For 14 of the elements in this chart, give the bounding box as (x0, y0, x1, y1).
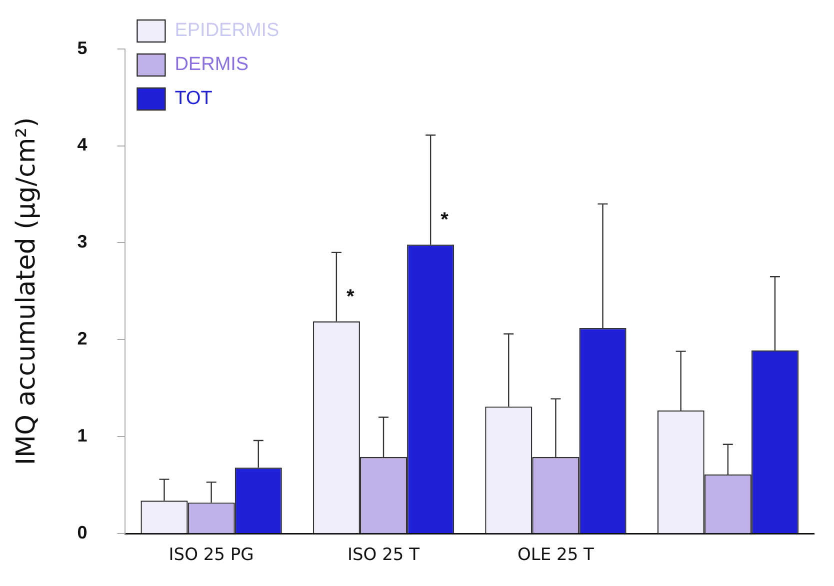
x-tick-label: ISO 25 T (348, 545, 420, 566)
x-tick-label: OLE 25 T (517, 545, 595, 566)
legend-label: DERMIS (174, 54, 249, 76)
y-tick-label: 0 (77, 522, 88, 543)
y-tick-label: 3 (77, 232, 88, 252)
y-axis-title: IMQ accumulated (µg/cm²) (11, 117, 42, 466)
annotation: * (440, 209, 449, 232)
y-tick-label: 2 (77, 328, 88, 349)
annotation: * (346, 286, 355, 308)
y-tick-label: 5 (77, 38, 88, 58)
y-tick-label: 4 (77, 134, 88, 155)
y-tick-label: 1 (77, 426, 88, 446)
legend-label: TOT (174, 88, 213, 110)
x-tick-label: ISO 25 PG (168, 545, 254, 566)
